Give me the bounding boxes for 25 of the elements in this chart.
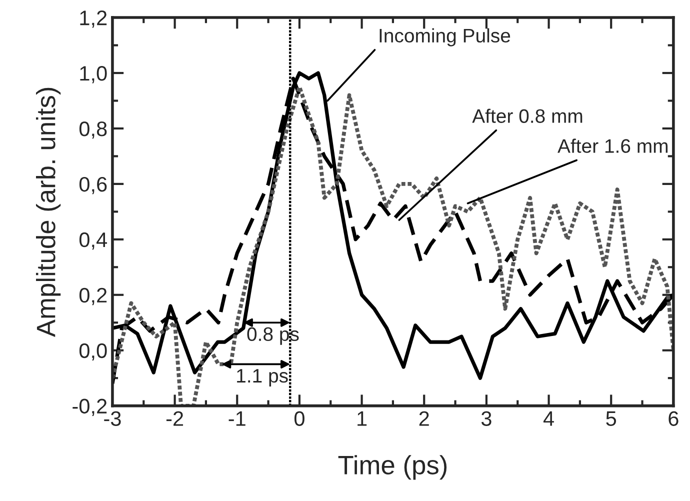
x-tick-label: 1 (358, 411, 367, 426)
y-axis-title: Amplitude (arb. units) (36, 88, 61, 338)
x-tick-label: -3 (104, 411, 121, 426)
x-tick-label: -2 (166, 411, 184, 426)
y-tick-label: 0,2 (79, 288, 107, 306)
y-tick-label: 1,0 (80, 66, 107, 84)
x-axis-title: Time (ps) (338, 455, 447, 480)
x-tick-label: 6 (668, 411, 678, 426)
annotation: 0.8 ps (247, 327, 299, 345)
x-tick-label: -1 (228, 411, 246, 426)
x-tick-label: 0 (294, 411, 304, 426)
y-tick-label: 1,2 (80, 10, 107, 28)
y-tick-label: 0,0 (79, 343, 107, 361)
x-tick-label: 4 (543, 411, 554, 426)
annotation: After 0.8 mm (472, 108, 582, 123)
x-tick-label: 2 (419, 411, 429, 426)
y-tick-label: 0,6 (79, 176, 107, 194)
x-tick-label: 3 (481, 411, 492, 426)
y-tick-label: -0,2 (72, 398, 107, 416)
annotation: After 1.6 mm (558, 138, 668, 153)
y-tick-label: 0,8 (79, 121, 107, 139)
annotation: Incoming Pulse (380, 28, 510, 46)
x-tick-label: 5 (606, 411, 616, 426)
annotation: 1.1 ps (237, 369, 288, 386)
y-tick-label: 0,4 (79, 232, 107, 250)
